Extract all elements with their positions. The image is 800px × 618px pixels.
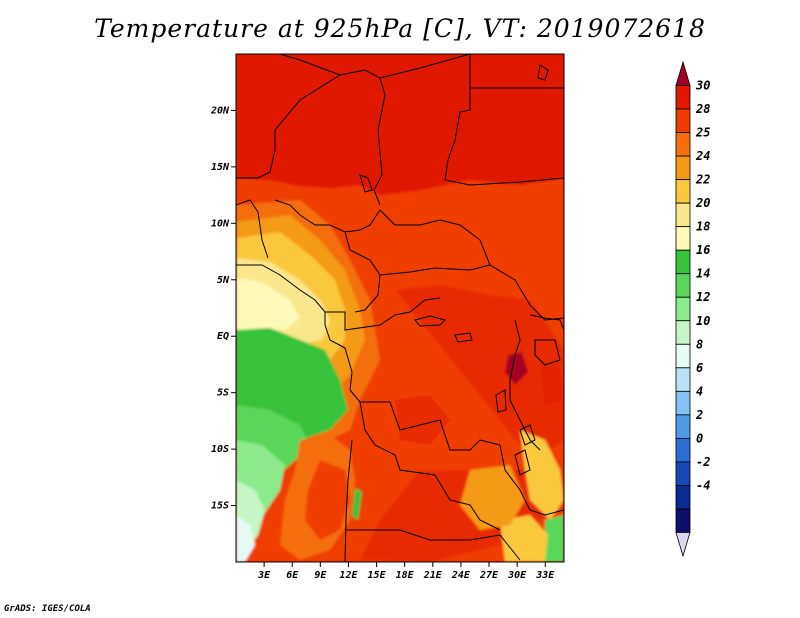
colorbar-label: 24 bbox=[695, 149, 710, 163]
colorbar-cap-bottom bbox=[675, 532, 691, 558]
colorbar-label: 4 bbox=[696, 384, 703, 398]
lat-tick-label: 15S bbox=[211, 501, 229, 512]
lon-tick-label: 12E bbox=[339, 570, 358, 581]
lat-tick-label: EQ bbox=[217, 331, 229, 342]
colorbar-segment bbox=[675, 437, 691, 463]
colorbar-label: 12 bbox=[696, 290, 710, 304]
lon-tick-label: 27E bbox=[479, 570, 499, 581]
colorbar-label: 0 bbox=[696, 431, 703, 445]
lon-tick-label: 21E bbox=[423, 570, 443, 581]
latitude-axis: 20N 15N 10N 5N EQ 5S 10S 15S bbox=[210, 105, 236, 512]
colorbar-label: -2 bbox=[696, 455, 710, 469]
colorbar-segment bbox=[675, 367, 691, 392]
colorbar-segment bbox=[675, 108, 691, 133]
colorbar-label: 14 bbox=[696, 267, 710, 281]
colorbar-segment bbox=[675, 155, 691, 181]
colorbar-label: 22 bbox=[695, 173, 710, 187]
lon-tick-label: 30E bbox=[507, 570, 527, 581]
colorbar-label: 30 bbox=[695, 79, 710, 93]
temperature-field bbox=[236, 54, 564, 562]
colorbar-label: 16 bbox=[696, 243, 710, 257]
colorbar-label: -4 bbox=[696, 478, 710, 492]
colorbar-segment bbox=[675, 202, 691, 228]
lat-tick-label: 20N bbox=[210, 105, 230, 116]
colorbar-segment bbox=[675, 461, 691, 486]
lon-tick-label: 33E bbox=[535, 570, 555, 581]
colorbar-segment bbox=[675, 320, 691, 345]
colorbar-segment bbox=[675, 414, 691, 439]
colorbar-segment bbox=[675, 485, 691, 510]
lat-tick-label: 15N bbox=[211, 162, 230, 173]
colorbar-segment bbox=[675, 508, 691, 533]
longitude-axis: 3E 6E 9E 12E 15E 18E 21E 24E 27E 30E 33E bbox=[257, 562, 555, 581]
colorbar-label: 25 bbox=[695, 126, 710, 140]
lat-tick-label: 10N bbox=[211, 218, 230, 229]
map-frame bbox=[235, 53, 565, 563]
lat-tick-label: 5N bbox=[217, 275, 230, 286]
colorbar-segment bbox=[675, 226, 691, 251]
country-borders bbox=[236, 54, 564, 562]
colorbar-label: 2 bbox=[695, 408, 703, 422]
lon-tick-label: 9E bbox=[314, 570, 327, 581]
grads-credit: GrADS: IGES/COLA bbox=[4, 604, 91, 614]
lon-tick-label: 18E bbox=[396, 570, 415, 581]
lon-tick-label: 6E bbox=[286, 570, 299, 581]
lat-tick-label: 5S bbox=[217, 388, 229, 399]
colorbar-label: 28 bbox=[695, 102, 710, 116]
colorbar-label: 10 bbox=[696, 314, 710, 328]
lon-tick-label: 15E bbox=[368, 570, 387, 581]
colorbar-segment bbox=[675, 132, 691, 157]
lat-tick-label: 10S bbox=[211, 444, 229, 455]
colorbar-label: 20 bbox=[695, 196, 710, 210]
colorbar-segment bbox=[675, 249, 691, 275]
colorbar-segment bbox=[675, 273, 691, 298]
lon-tick-label: 24E bbox=[451, 570, 471, 581]
colorbar-label: 6 bbox=[696, 361, 703, 375]
colorbar-segment bbox=[675, 296, 691, 322]
colorbar-cap-top bbox=[675, 60, 691, 86]
colorbar-label: 8 bbox=[696, 337, 703, 351]
colorbar-segment bbox=[675, 390, 691, 416]
lon-tick-label: 3E bbox=[257, 570, 271, 581]
colorbar-segment bbox=[675, 85, 691, 110]
colorbar-segment bbox=[675, 179, 691, 204]
colorbar-segment bbox=[675, 343, 691, 369]
chart-title: Temperature at 925hPa [C], VT: 201907261… bbox=[94, 14, 706, 43]
colorbar-label: 18 bbox=[696, 220, 710, 234]
